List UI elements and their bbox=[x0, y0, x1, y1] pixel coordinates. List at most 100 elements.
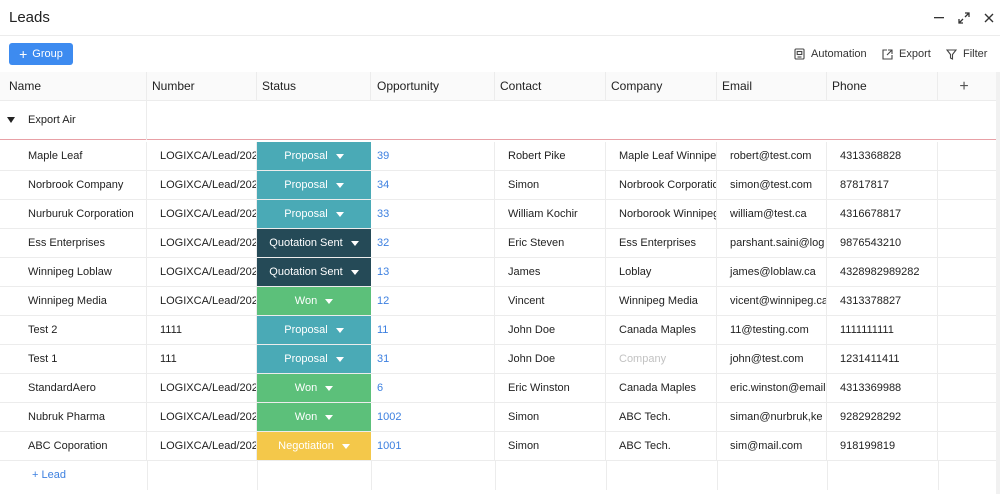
export-icon bbox=[882, 48, 893, 60]
add-column-icon[interactable]: + bbox=[959, 77, 969, 95]
row-contact: James bbox=[495, 258, 606, 286]
add-lead-label: Lead bbox=[41, 469, 66, 481]
scrollbar[interactable] bbox=[996, 72, 1000, 494]
group-header: Export Air bbox=[0, 101, 998, 140]
automation-icon bbox=[794, 48, 805, 60]
row-email: sim@mail.com bbox=[717, 432, 827, 460]
status-dropdown[interactable]: Negotiation bbox=[257, 432, 371, 460]
status-dropdown[interactable]: Proposal bbox=[257, 345, 371, 373]
opportunity-link[interactable]: 11 bbox=[371, 316, 495, 344]
status-label: Quotation Sent bbox=[269, 266, 343, 278]
caret-down-icon bbox=[350, 240, 359, 246]
caret-down-icon bbox=[325, 385, 334, 391]
table-row[interactable]: Norbrook Company LOGIXCA/Lead/202 Proposal… bbox=[0, 171, 998, 200]
row-name: Nubruk Pharma bbox=[0, 403, 147, 431]
status-dropdown[interactable]: Won bbox=[257, 374, 371, 402]
add-group-button[interactable]: + Group bbox=[9, 43, 73, 65]
opportunity-link[interactable]: 1001 bbox=[371, 432, 495, 460]
status-dropdown[interactable]: Proposal bbox=[257, 171, 371, 199]
row-company: Canada Maples bbox=[606, 374, 717, 402]
table-row[interactable]: Nubruk Pharma LOGIXCA/Lead/202 Won 1002 Simo… bbox=[0, 403, 998, 432]
table-row[interactable]: StandardAero LOGIXCA/Lead/202 Won 6 Eric Win… bbox=[0, 374, 998, 403]
opportunity-link[interactable]: 39 bbox=[371, 142, 495, 170]
status-label: Proposal bbox=[284, 353, 328, 365]
column-divider bbox=[827, 461, 828, 490]
status-dropdown[interactable]: Proposal bbox=[257, 200, 371, 228]
row-spacer bbox=[938, 432, 998, 460]
toolbar: + Group Automation Export Filter bbox=[0, 36, 1000, 72]
collapse-caret-icon[interactable] bbox=[7, 117, 15, 123]
caret-down-icon bbox=[335, 211, 344, 217]
row-company: Maple Leaf Winnipeg bbox=[606, 142, 717, 170]
row-name: Test 2 bbox=[0, 316, 147, 344]
close-icon[interactable] bbox=[981, 10, 997, 26]
status-dropdown[interactable]: Quotation Sent bbox=[257, 258, 371, 286]
status-label: Proposal bbox=[284, 179, 328, 191]
opportunity-link[interactable]: 33 bbox=[371, 200, 495, 228]
table-row[interactable]: Maple Leaf LOGIXCA/Lead/202 Proposal 39 Robe… bbox=[0, 142, 998, 171]
status-label: Negotiation bbox=[278, 440, 334, 452]
status-dropdown[interactable]: Won bbox=[257, 403, 371, 431]
row-company: Norbrook Corporation bbox=[606, 171, 717, 199]
opportunity-link[interactable]: 32 bbox=[371, 229, 495, 257]
row-phone: 87817817 bbox=[827, 171, 938, 199]
column-header-email[interactable]: Email bbox=[717, 72, 827, 101]
row-name: Norbrook Company bbox=[0, 171, 147, 199]
column-header-phone[interactable]: Phone bbox=[827, 72, 938, 101]
opportunity-link[interactable]: 34 bbox=[371, 171, 495, 199]
column-divider bbox=[146, 101, 147, 140]
row-phone: 4316678817 bbox=[827, 200, 938, 228]
opportunity-link[interactable]: 31 bbox=[371, 345, 495, 373]
table-header: Name Number Status Opportunity Contact C… bbox=[0, 72, 998, 101]
table-row[interactable]: Winnipeg Media LOGIXCA/Lead/202 Won 12 Vince… bbox=[0, 287, 998, 316]
status-dropdown[interactable]: Proposal bbox=[257, 316, 371, 344]
opportunity-link[interactable]: 6 bbox=[371, 374, 495, 402]
row-number: LOGIXCA/Lead/202 bbox=[147, 258, 257, 286]
status-dropdown[interactable]: Proposal bbox=[257, 142, 371, 170]
add-lead-button[interactable]: + Lead bbox=[32, 469, 66, 481]
row-contact: Eric Steven bbox=[495, 229, 606, 257]
row-contact: William Kochir bbox=[495, 200, 606, 228]
opportunity-link[interactable]: 13 bbox=[371, 258, 495, 286]
expand-icon[interactable] bbox=[956, 10, 972, 26]
row-contact: Eric Winston bbox=[495, 374, 606, 402]
export-button[interactable]: Export bbox=[882, 48, 931, 60]
column-divider bbox=[606, 461, 607, 490]
column-header-name[interactable]: Name bbox=[0, 72, 147, 101]
status-dropdown[interactable]: Quotation Sent bbox=[257, 229, 371, 257]
table-row[interactable]: Winnipeg Loblaw LOGIXCA/Lead/202 Quotation… bbox=[0, 258, 998, 287]
row-number: 1111 bbox=[147, 316, 257, 344]
row-number: LOGIXCA/Lead/202 bbox=[147, 403, 257, 431]
row-contact: Robert Pike bbox=[495, 142, 606, 170]
table-row[interactable]: Test 1 111 Proposal 31 John Doe Company john@t… bbox=[0, 345, 998, 374]
table-body: Maple Leaf LOGIXCA/Lead/202 Proposal 39 Robe… bbox=[0, 142, 998, 490]
table-row[interactable]: Nurburuk Corporation LOGIXCA/Lead/202 Prop… bbox=[0, 200, 998, 229]
filter-button[interactable]: Filter bbox=[946, 48, 987, 60]
column-header-opportunity[interactable]: Opportunity bbox=[371, 72, 495, 101]
row-spacer bbox=[938, 287, 998, 315]
row-phone: 1231411411 bbox=[827, 345, 938, 373]
row-spacer bbox=[938, 171, 998, 199]
column-header-company[interactable]: Company bbox=[606, 72, 717, 101]
row-name: Winnipeg Loblaw bbox=[0, 258, 147, 286]
automation-button[interactable]: Automation bbox=[794, 48, 867, 60]
row-company: Loblay bbox=[606, 258, 717, 286]
status-dropdown[interactable]: Won bbox=[257, 287, 371, 315]
row-phone: 4313369988 bbox=[827, 374, 938, 402]
row-number: LOGIXCA/Lead/202 bbox=[147, 374, 257, 402]
column-header-contact[interactable]: Contact bbox=[495, 72, 606, 101]
opportunity-link[interactable]: 12 bbox=[371, 287, 495, 315]
opportunity-link[interactable]: 1002 bbox=[371, 403, 495, 431]
export-label: Export bbox=[899, 48, 931, 60]
row-name: Winnipeg Media bbox=[0, 287, 147, 315]
row-email: vicent@winnipeg.ca bbox=[717, 287, 827, 315]
column-header-number[interactable]: Number bbox=[147, 72, 257, 101]
status-label: Won bbox=[294, 382, 318, 394]
column-divider bbox=[717, 461, 718, 490]
column-header-status[interactable]: Status bbox=[257, 72, 371, 101]
table-row[interactable]: ABC Coporation LOGIXCA/Lead/202 Negotiatio… bbox=[0, 432, 998, 461]
status-label: Won bbox=[294, 295, 318, 307]
table-row[interactable]: Ess Enterprises LOGIXCA/Lead/202 Quotation… bbox=[0, 229, 998, 258]
minimize-icon[interactable] bbox=[931, 10, 947, 26]
table-row[interactable]: Test 2 1111 Proposal 11 John Doe Canada Maple… bbox=[0, 316, 998, 345]
